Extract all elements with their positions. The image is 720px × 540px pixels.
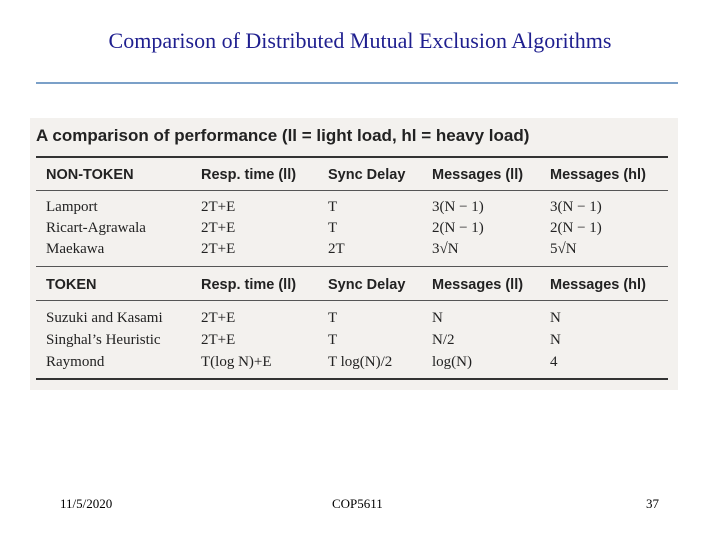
table-cell: N — [432, 310, 443, 326]
table-row: Suzuki and Kasami 2T+E T N N — [46, 308, 666, 328]
table-cell: Singhal’s Heuristic — [46, 332, 161, 348]
table-row: Lamport 2T+E T 3(N − 1) 3(N − 1) — [46, 197, 666, 217]
table-cell: N/2 — [432, 332, 455, 348]
title-divider — [36, 82, 678, 84]
table-cell: N — [550, 310, 561, 326]
table-row: Singhal’s Heuristic 2T+E T N/2 N — [46, 330, 666, 350]
table-cell: T — [328, 310, 338, 326]
token-header-row: TOKEN Resp. time (ll) Sync Delay Message… — [46, 275, 666, 295]
header-cell: TOKEN — [46, 277, 97, 293]
header-cell: Sync Delay — [328, 277, 406, 293]
table-cell: 2T — [328, 241, 345, 257]
table-cell: 5√N — [550, 241, 577, 257]
table-row: Raymond T(log N)+E T log(N)/2 log(N) 4 — [46, 352, 666, 372]
table-cell: T — [328, 332, 338, 348]
header-cell: Messages (hl) — [550, 167, 646, 183]
header-cell: Sync Delay — [328, 167, 406, 183]
table-cell: Maekawa — [46, 241, 105, 257]
table-cell: 2T+E — [201, 310, 236, 326]
table-cell: 3(N − 1) — [432, 199, 484, 215]
rule-top — [36, 156, 668, 158]
table-cell: T log(N)/2 — [328, 354, 393, 370]
table-row: Ricart-Agrawala 2T+E T 2(N − 1) 2(N − 1) — [46, 218, 666, 238]
slide-title: Comparison of Distributed Mutual Exclusi… — [108, 28, 612, 53]
page-number: 37 — [646, 496, 659, 511]
table-cell: T — [328, 220, 338, 236]
table-cell: Lamport — [46, 199, 98, 215]
table-row: Maekawa 2T+E 2T 3√N 5√N — [46, 239, 666, 259]
table-cell: log(N) — [432, 354, 472, 370]
rule-section — [36, 266, 668, 267]
table-cell: T(log N)+E — [201, 354, 272, 370]
table-cell: 2(N − 1) — [432, 220, 484, 236]
table-cell: 2T+E — [201, 220, 236, 236]
header-cell: Messages (ll) — [432, 167, 524, 183]
header-cell: NON-TOKEN — [46, 167, 134, 183]
table-cell: Ricart-Agrawala — [46, 220, 146, 236]
table-cell: 3(N − 1) — [550, 199, 602, 215]
table-cell: Suzuki and Kasami — [46, 310, 163, 326]
table-cell: 2(N − 1) — [550, 220, 602, 236]
table-cell: N — [550, 332, 561, 348]
table-cell: T — [328, 199, 338, 215]
table-cell: 3√N — [432, 241, 459, 257]
header-cell: Messages (hl) — [550, 277, 646, 293]
footer-date: 11/5/2020 — [60, 496, 113, 511]
comparison-table-image: A comparison of performance (ll = light … — [30, 118, 678, 390]
header-cell: Resp. time (ll) — [201, 167, 297, 183]
header-cell: Messages (ll) — [432, 277, 524, 293]
footer-course: COP5611 — [332, 496, 383, 511]
rule-header — [36, 190, 668, 191]
table-cell: 2T+E — [201, 199, 236, 215]
non-token-header-row: NON-TOKEN Resp. time (ll) Sync Delay Mes… — [46, 165, 666, 185]
table-cell: 4 — [550, 354, 558, 370]
table-cell: Raymond — [46, 354, 105, 370]
table-cell: 2T+E — [201, 332, 236, 348]
header-cell: Resp. time (ll) — [201, 277, 297, 293]
rule-bottom — [36, 378, 668, 380]
rule-header — [36, 300, 668, 301]
table-cell: 2T+E — [201, 241, 236, 257]
table-caption: A comparison of performance (ll = light … — [36, 126, 530, 145]
